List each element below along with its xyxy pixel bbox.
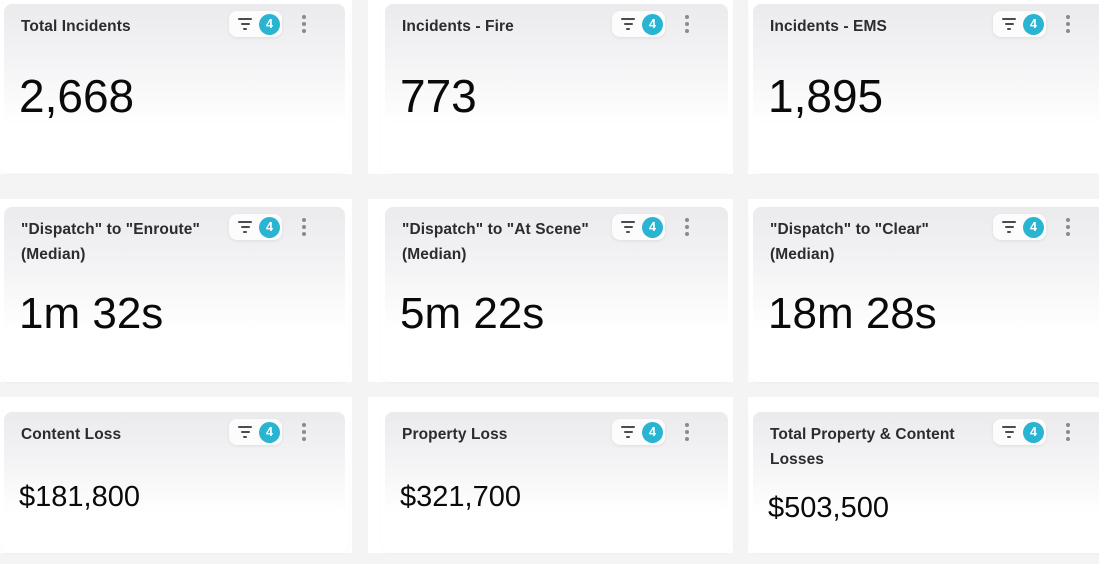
filter-button[interactable]: 4 bbox=[229, 419, 282, 445]
grid-gutter-vertical bbox=[352, 0, 368, 564]
filter-button[interactable]: 4 bbox=[229, 214, 282, 240]
card-title: "Dispatch" to "At Scene" (Median) bbox=[402, 221, 589, 263]
card-title: Total Property & Content Losses bbox=[770, 426, 955, 468]
card-value: 1m 32s bbox=[19, 289, 164, 338]
kebab-menu-button[interactable] bbox=[678, 419, 696, 445]
card-title: Property Loss bbox=[402, 426, 508, 443]
kpi-card-incidents-ems: Incidents - EMS 4 1,895 bbox=[749, 0, 1099, 173]
kebab-menu-button[interactable] bbox=[295, 11, 313, 37]
filter-count-badge: 4 bbox=[642, 13, 663, 35]
card-value: 2,668 bbox=[19, 70, 135, 122]
filter-count-badge: 4 bbox=[259, 216, 280, 238]
filter-icon bbox=[1001, 18, 1017, 30]
filter-icon bbox=[620, 18, 636, 30]
card-value: 773 bbox=[400, 70, 477, 122]
filter-count-badge: 4 bbox=[1023, 216, 1044, 238]
kpi-card-incidents-fire: Incidents - Fire 4 773 bbox=[381, 0, 732, 173]
card-value: 1,895 bbox=[768, 70, 884, 122]
card-title: "Dispatch" to "Enroute" (Median) bbox=[21, 221, 200, 263]
grid-gutter-horizontal bbox=[0, 174, 1099, 199]
filter-icon bbox=[620, 426, 636, 438]
card-controls: 4 bbox=[612, 419, 696, 445]
filter-icon bbox=[237, 18, 253, 30]
kpi-card-total-incidents: Total Incidents 4 2,668 bbox=[0, 0, 349, 173]
filter-button[interactable]: 4 bbox=[229, 11, 282, 37]
filter-icon bbox=[620, 221, 636, 233]
kebab-menu-button[interactable] bbox=[295, 214, 313, 240]
kebab-menu-button[interactable] bbox=[1059, 11, 1077, 37]
card-controls: 4 bbox=[229, 419, 313, 445]
filter-icon bbox=[237, 221, 253, 233]
filter-button[interactable]: 4 bbox=[993, 11, 1046, 37]
filter-button[interactable]: 4 bbox=[612, 214, 665, 240]
kebab-menu-button[interactable] bbox=[1059, 214, 1077, 240]
card-title: "Dispatch" to "Clear" (Median) bbox=[770, 221, 929, 263]
card-title: Incidents - EMS bbox=[770, 18, 887, 35]
filter-icon bbox=[237, 426, 253, 438]
kpi-card-total-property-content-losses: Total Property & Content Losses 4 $503,5… bbox=[749, 408, 1099, 553]
filter-button[interactable]: 4 bbox=[612, 11, 665, 37]
card-value: $321,700 bbox=[400, 481, 521, 513]
filter-count-badge: 4 bbox=[259, 421, 280, 443]
card-value: 18m 28s bbox=[768, 289, 937, 338]
card-controls: 4 bbox=[993, 214, 1077, 240]
grid-gutter-horizontal bbox=[0, 382, 1099, 397]
kebab-menu-button[interactable] bbox=[1059, 419, 1077, 445]
kpi-card-property-loss: Property Loss 4 $321,700 bbox=[381, 408, 732, 553]
filter-button[interactable]: 4 bbox=[612, 419, 665, 445]
card-value: 5m 22s bbox=[400, 289, 545, 338]
filter-count-badge: 4 bbox=[1023, 13, 1044, 35]
card-title: Incidents - Fire bbox=[402, 18, 514, 35]
filter-count-badge: 4 bbox=[1023, 421, 1044, 443]
card-title: Total Incidents bbox=[21, 18, 131, 35]
card-value: $503,500 bbox=[768, 492, 889, 524]
kpi-card-dispatch-to-clear: "Dispatch" to "Clear" (Median) 4 18m 28s bbox=[749, 203, 1099, 382]
grid-gutter-vertical bbox=[733, 0, 748, 564]
kpi-card-dispatch-to-enroute: "Dispatch" to "Enroute" (Median) 4 1m 32… bbox=[0, 203, 349, 382]
filter-button[interactable]: 4 bbox=[993, 419, 1046, 445]
card-controls: 4 bbox=[612, 214, 696, 240]
card-value: $181,800 bbox=[19, 481, 140, 513]
card-controls: 4 bbox=[993, 11, 1077, 37]
kebab-menu-button[interactable] bbox=[295, 419, 313, 445]
filter-icon bbox=[1001, 426, 1017, 438]
card-controls: 4 bbox=[229, 214, 313, 240]
filter-count-badge: 4 bbox=[642, 216, 663, 238]
card-controls: 4 bbox=[229, 11, 313, 37]
kpi-card-content-loss: Content Loss 4 $181,800 bbox=[0, 408, 349, 553]
card-controls: 4 bbox=[612, 11, 696, 37]
card-controls: 4 bbox=[993, 419, 1077, 445]
grid-gutter-horizontal bbox=[0, 553, 1099, 564]
kebab-menu-button[interactable] bbox=[678, 11, 696, 37]
kpi-card-dispatch-to-at-scene: "Dispatch" to "At Scene" (Median) 4 5m 2… bbox=[381, 203, 732, 382]
filter-count-badge: 4 bbox=[642, 421, 663, 443]
card-title: Content Loss bbox=[21, 426, 122, 443]
filter-icon bbox=[1001, 221, 1017, 233]
filter-count-badge: 4 bbox=[259, 13, 280, 35]
kebab-menu-button[interactable] bbox=[678, 214, 696, 240]
filter-button[interactable]: 4 bbox=[993, 214, 1046, 240]
